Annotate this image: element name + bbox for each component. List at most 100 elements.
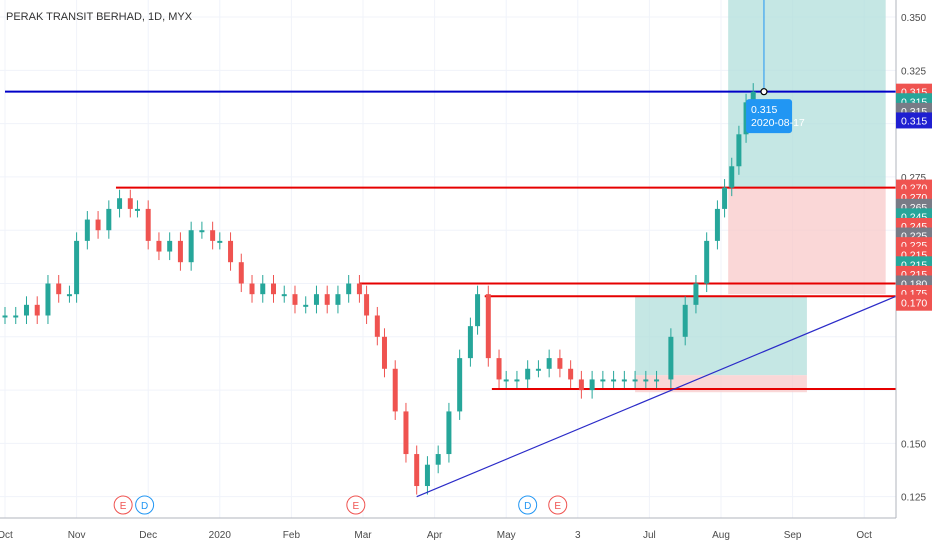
candle-body [167, 240, 173, 252]
candle [714, 200, 720, 250]
candle-body [457, 358, 463, 412]
event-marker-earnings: E [346, 495, 366, 515]
y-axis: 0.3500.3250.2750.1500.1250.3150.3150.315… [895, 0, 932, 518]
event-label: D [524, 501, 531, 512]
candle [704, 232, 710, 293]
candle [374, 306, 380, 346]
tooltip-date: 2020-08-17 [751, 117, 805, 129]
candle-body [485, 294, 491, 359]
x-tick-label: 3 [575, 530, 581, 541]
candle-body [281, 294, 287, 297]
y-tick-label: 0.150 [901, 439, 926, 450]
candle-body [335, 294, 341, 305]
candle [736, 125, 742, 175]
candle [632, 370, 638, 388]
candle-body [714, 208, 720, 241]
profit-zone [635, 296, 807, 376]
candle-body [356, 283, 362, 295]
candle [217, 232, 223, 250]
event-label: E [353, 501, 360, 512]
price-tag-label: 0.170 [901, 298, 927, 310]
candle [668, 328, 674, 388]
candle [313, 285, 319, 314]
x-tick-label: Jul [643, 530, 656, 541]
x-axis: Oct Nov Dec 2020 Feb Mar Apr May 3 Jul Aug Sep Oct [0, 517, 896, 541]
candle [381, 328, 387, 378]
candle [66, 285, 72, 303]
candle [546, 349, 552, 378]
candle-body [467, 326, 473, 359]
candle-body [736, 134, 742, 167]
y-tick-label: 0.350 [901, 13, 926, 24]
x-tick-label: Mar [354, 530, 372, 541]
candle-body [228, 240, 234, 263]
candle [496, 349, 502, 388]
candle [34, 296, 40, 325]
x-tick-label: Dec [139, 530, 157, 541]
candle-body [188, 230, 194, 263]
candle [557, 349, 563, 378]
candle-body [722, 187, 728, 209]
candle [249, 274, 255, 303]
event-circle [548, 495, 568, 515]
candle-body [374, 315, 380, 337]
x-tick-label: 2020 [209, 530, 232, 541]
candle-body [346, 283, 352, 295]
candle-body [56, 283, 62, 295]
event-marker-dividend: D [135, 495, 155, 515]
candle [210, 221, 216, 250]
cursor-dot [760, 88, 768, 96]
candle-body [106, 208, 112, 231]
tooltip-price: 0.315 [751, 104, 777, 116]
candle [722, 179, 728, 218]
candle [303, 296, 309, 314]
candle-body [177, 240, 183, 263]
candle-body [217, 240, 223, 243]
candle-body [292, 294, 298, 305]
candle [600, 370, 606, 388]
candle [364, 285, 370, 325]
candle-body [568, 368, 574, 380]
price-tag-label: 0.315 [901, 115, 927, 127]
candle-body [414, 454, 420, 487]
candle-body [621, 379, 627, 382]
candle-body [2, 315, 8, 318]
candle [356, 274, 362, 303]
event-circle [135, 495, 155, 515]
candle-body [424, 464, 430, 487]
event-circle [518, 495, 538, 515]
candle [228, 232, 234, 271]
candle [271, 274, 276, 303]
candle [84, 211, 90, 250]
candle-body [475, 294, 481, 327]
candle-body [589, 379, 595, 391]
candle [568, 360, 574, 388]
x-tick-label: Sep [784, 530, 802, 541]
candle-body [66, 294, 72, 297]
candle [238, 253, 244, 293]
price-tag: 0.170 [896, 294, 932, 311]
candle-body [74, 240, 80, 295]
candle-body [260, 283, 266, 295]
event-marker-dividend: D [518, 495, 538, 515]
candle-body [632, 379, 638, 382]
candle-body [392, 368, 398, 412]
candle-body [525, 368, 531, 380]
candle-body [303, 304, 309, 307]
candle [106, 200, 112, 239]
x-tick-label: Nov [68, 530, 86, 541]
x-tick-label: Apr [427, 530, 443, 541]
candle [475, 285, 481, 335]
candle [621, 370, 627, 388]
candle [729, 157, 735, 197]
candle [611, 370, 617, 388]
candle [281, 285, 287, 303]
position-zones [635, 0, 886, 393]
candle [643, 370, 649, 388]
candle-body [127, 198, 133, 209]
candle-body [210, 230, 216, 241]
candle-body [145, 208, 151, 241]
candle-body [238, 262, 244, 284]
